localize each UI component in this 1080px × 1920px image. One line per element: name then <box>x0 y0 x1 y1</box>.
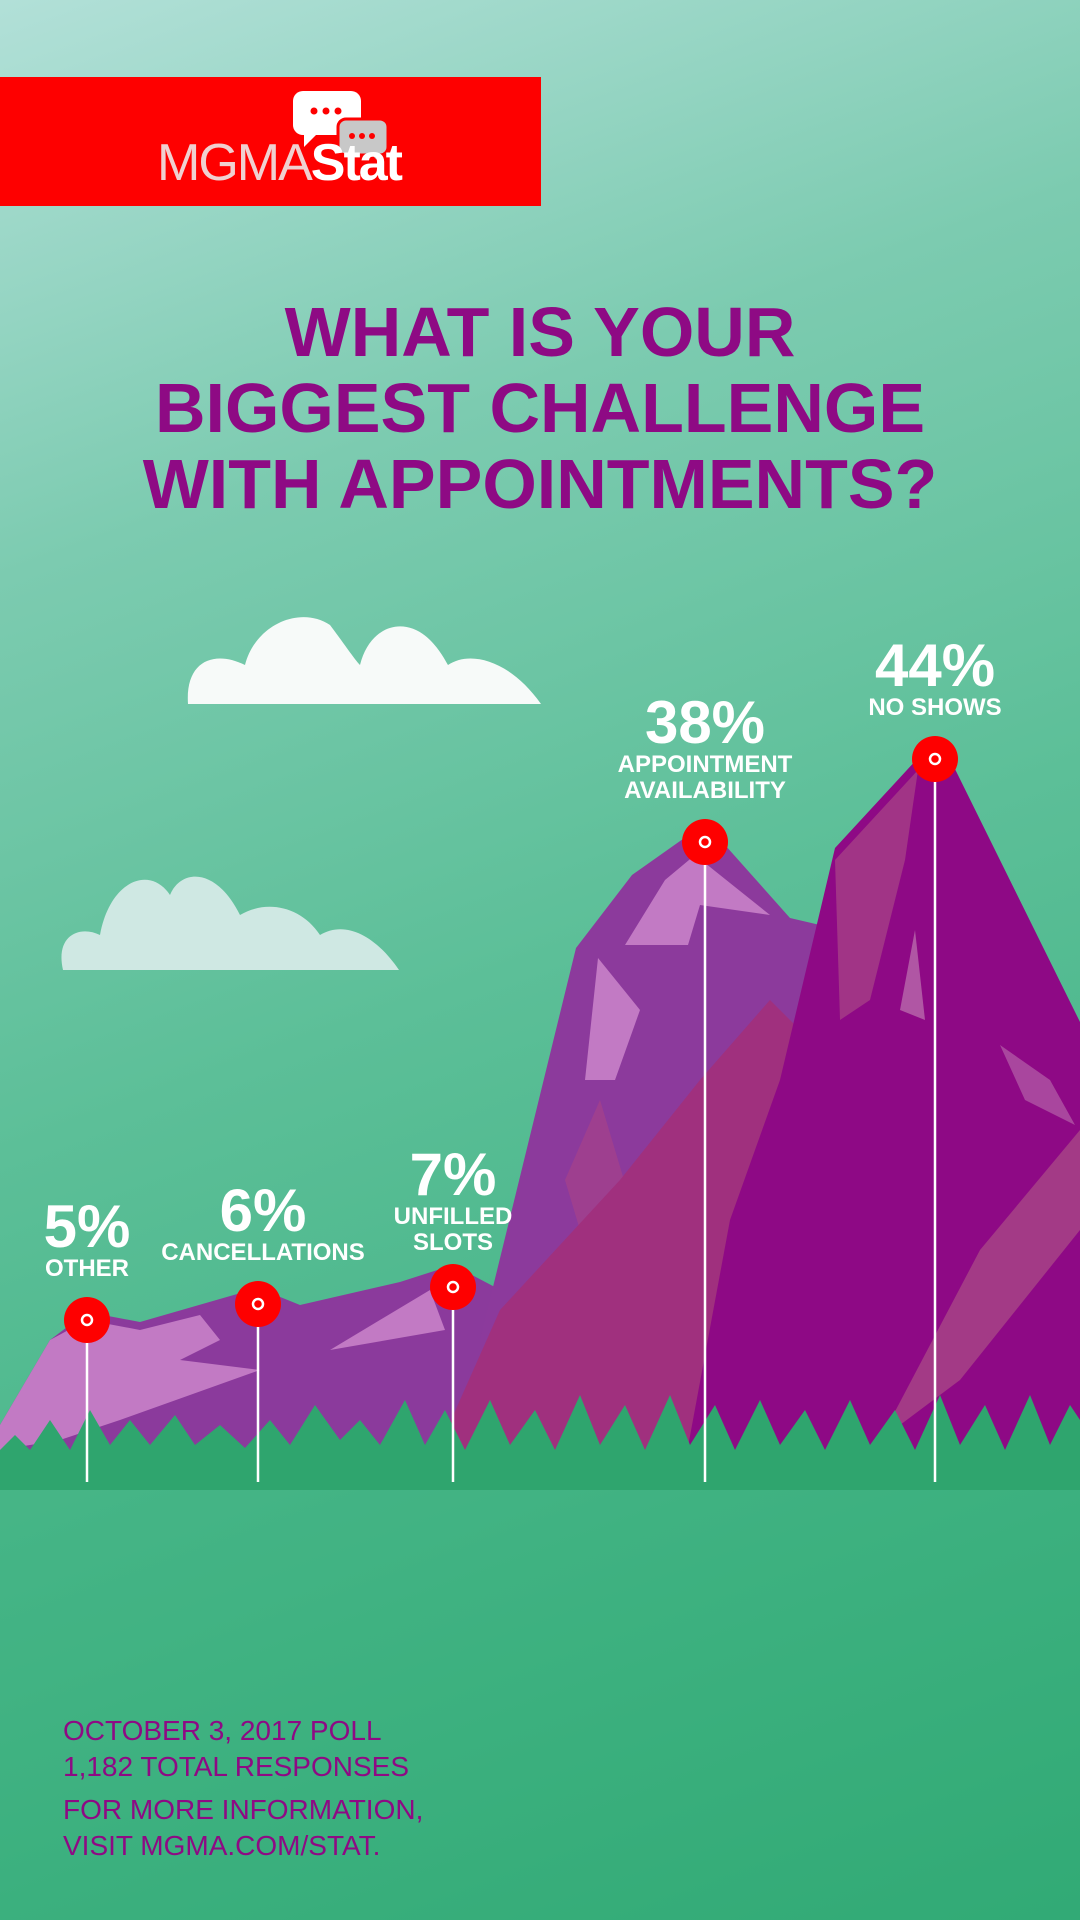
pin-dot <box>251 1297 265 1311</box>
pin-marker <box>682 819 728 865</box>
cloud-icon <box>61 876 399 970</box>
title-line: BIGGEST CHALLENGE <box>154 369 926 447</box>
data-label: 44% NO SHOWS <box>868 632 1002 721</box>
more-info: FOR MORE INFORMATION, VISIT MGMA.COM/STA… <box>63 1792 423 1864</box>
percent-label: 7% <box>409 1141 497 1208</box>
ground <box>0 1488 1080 1920</box>
poll-info: OCTOBER 3, 2017 POLL 1,182 TOTAL RESPONS… <box>63 1713 409 1785</box>
pin-marker <box>64 1297 110 1343</box>
logo-text-bold: Stat <box>310 134 403 192</box>
title-line: WITH APPOINTMENTS? <box>142 445 938 523</box>
logo-banner <box>0 77 541 206</box>
data-label: 38% APPOINTMENT AVAILABILITY <box>617 689 793 804</box>
logo-wordmark: MGMAStat <box>157 134 403 192</box>
pin-dot <box>446 1280 460 1294</box>
percent-label: 44% <box>874 632 996 699</box>
category-label: APPOINTMENT <box>617 751 793 778</box>
title-line: WHAT IS YOUR <box>284 293 796 371</box>
mountain-facet <box>625 855 770 945</box>
mountain-facet <box>900 930 925 1020</box>
data-label: 5% OTHER <box>43 1193 131 1282</box>
logo-text-light: MGMA <box>157 134 313 192</box>
mountain-facet <box>585 958 640 1080</box>
percent-label: 6% <box>219 1177 307 1244</box>
mountain-facet <box>880 1130 1080 1440</box>
percent-label: 5% <box>43 1193 131 1260</box>
pin-dot <box>80 1313 94 1327</box>
category-label: UNFILLED <box>393 1203 513 1230</box>
chat-bubbles-icon <box>293 91 390 161</box>
data-label: 6% CANCELLATIONS <box>161 1177 365 1266</box>
mountain-facet <box>0 1315 260 1450</box>
page-title: WHAT IS YOUR BIGGEST CHALLENGE WITH APPO… <box>0 294 1080 522</box>
mountain-facet <box>1000 1045 1075 1125</box>
poll-responses: 1,182 TOTAL RESPONSES <box>63 1751 410 1782</box>
pin-marker <box>912 736 958 782</box>
more-info-link[interactable]: VISIT MGMA.COM/STAT. <box>63 1830 381 1861</box>
pin-dot <box>928 752 942 766</box>
category-label: SLOTS <box>412 1229 493 1256</box>
poll-date: OCTOBER 3, 2017 POLL <box>63 1715 382 1746</box>
percent-label: 38% <box>644 689 766 756</box>
data-label: 7% UNFILLED SLOTS <box>393 1141 513 1256</box>
category-label: NO SHOWS <box>868 694 1002 721</box>
more-info-text: FOR MORE INFORMATION, <box>63 1794 424 1825</box>
pin-marker <box>430 1264 476 1310</box>
category-label: AVAILABILITY <box>624 777 786 804</box>
pin-dot <box>698 835 712 849</box>
mountain-facet <box>330 1290 445 1350</box>
pin-marker <box>235 1281 281 1327</box>
category-label: CANCELLATIONS <box>161 1239 365 1266</box>
cloud-icon <box>187 617 542 704</box>
mountain-facet <box>835 770 918 1020</box>
grass <box>0 1395 1080 1490</box>
category-label: OTHER <box>45 1255 129 1282</box>
